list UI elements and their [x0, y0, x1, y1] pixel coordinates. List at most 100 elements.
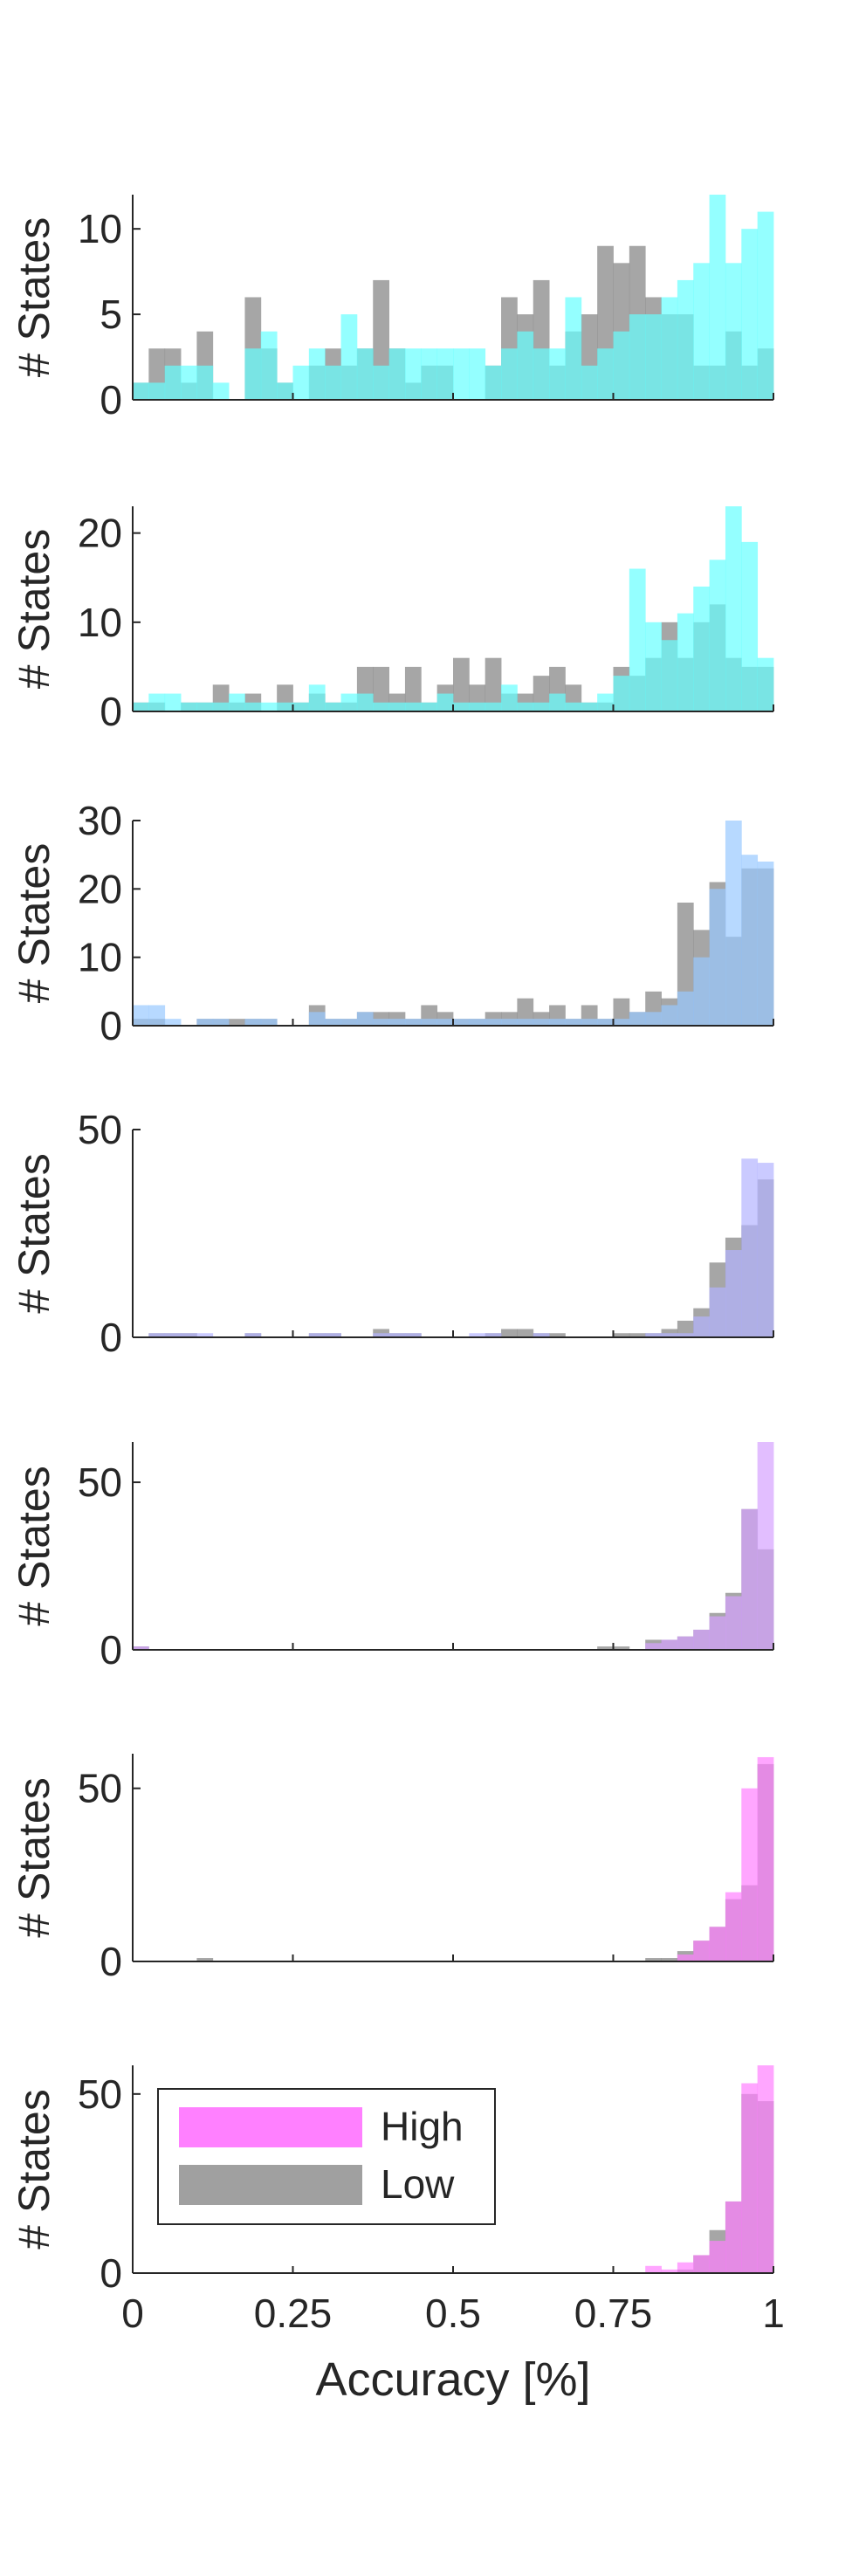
bar-high — [325, 1333, 341, 1337]
bar-high — [613, 1019, 630, 1026]
y-axis-label: # States — [10, 2089, 58, 2249]
bar-high — [148, 1333, 166, 1337]
bar-high — [308, 1333, 326, 1337]
bar-high — [677, 279, 694, 400]
bar-high — [549, 348, 566, 400]
bar-high — [757, 2065, 774, 2273]
bar-high — [436, 348, 454, 400]
bar-low — [453, 657, 470, 711]
bar-high — [421, 702, 438, 711]
bar-low — [661, 1958, 678, 1961]
panel-1: 0 5 10 # States — [10, 195, 774, 422]
bar-high — [133, 1646, 149, 1650]
bar-high — [757, 657, 774, 711]
bar-high — [260, 331, 278, 400]
bar-high — [484, 702, 502, 711]
bar-high — [388, 702, 406, 711]
legend-label: High — [381, 2104, 464, 2149]
bar-high — [645, 2265, 662, 2273]
bar-high — [404, 1019, 422, 1026]
bar-high — [693, 2255, 710, 2273]
bar-high — [741, 229, 759, 400]
bar-high — [469, 1333, 486, 1337]
bar-high — [404, 348, 422, 400]
bar-high — [597, 348, 614, 400]
bar-high — [709, 195, 726, 400]
bar-high — [196, 1019, 214, 1026]
bar-high — [565, 1019, 582, 1026]
bar-high — [453, 1019, 470, 1026]
bar-high — [244, 1019, 262, 1026]
bar-high — [356, 693, 374, 711]
y-axis-label: # States — [10, 843, 58, 1003]
y-tick-label: 20 — [78, 866, 122, 911]
y-tick-label: 30 — [78, 798, 122, 843]
bar-high — [484, 1333, 502, 1337]
bar-high — [308, 1012, 326, 1026]
bar-high — [340, 314, 358, 400]
bar-high — [725, 1596, 742, 1650]
y-tick-label: 50 — [78, 1107, 122, 1152]
bar-low — [629, 1333, 646, 1337]
panel-5: 0 50 # States — [10, 1442, 774, 1673]
bar-high — [164, 693, 182, 711]
bar-high — [404, 702, 422, 711]
bar-high — [484, 1019, 502, 1026]
y-tick-label: 50 — [78, 2071, 122, 2117]
bar-high — [325, 702, 341, 711]
bar-high — [645, 1012, 662, 1026]
y-tick-label: 10 — [78, 600, 122, 645]
bar-high — [661, 2269, 678, 2273]
bar-low — [501, 1329, 518, 1337]
bar-low — [229, 1019, 245, 1026]
bar-high — [613, 331, 630, 400]
bar-high — [757, 862, 774, 1026]
bar-high — [148, 693, 166, 711]
bar-high — [741, 1788, 759, 1961]
bar-high — [581, 1019, 598, 1026]
bar-high — [533, 702, 550, 711]
bar-high — [484, 365, 502, 400]
bar-high — [741, 1158, 759, 1337]
bar-high — [164, 1333, 182, 1337]
panel-6: 0 50 # States — [10, 1754, 774, 1984]
bar-high — [501, 684, 518, 711]
bar-high — [212, 382, 230, 400]
bar-low — [645, 1958, 662, 1961]
bar-high — [453, 348, 470, 400]
bar-low — [613, 998, 630, 1026]
bar-low — [373, 666, 389, 711]
y-tick-label: 0 — [100, 2250, 122, 2296]
bar-high — [613, 676, 630, 711]
bar-high — [356, 1012, 374, 1026]
bar-high — [277, 382, 293, 400]
bar-low — [517, 998, 534, 1026]
bar-low — [517, 1329, 534, 1337]
bar-high — [148, 1005, 166, 1026]
bar-high — [421, 348, 438, 400]
bar-high — [581, 702, 598, 711]
bar-low — [613, 1333, 630, 1337]
bar-low — [613, 1646, 630, 1650]
bar-high — [549, 693, 566, 711]
bar-high — [693, 957, 710, 1026]
bar-high — [549, 1019, 566, 1026]
bar-high — [629, 314, 646, 400]
bar-high — [196, 702, 214, 711]
bar-high — [741, 2083, 759, 2273]
bar-high — [373, 365, 389, 400]
bar-high — [677, 2262, 694, 2273]
x-tick-label: 0.25 — [254, 2291, 333, 2336]
bar-high — [661, 640, 678, 711]
panel-4: 0 50 # States — [10, 1107, 774, 1360]
bar-high — [709, 560, 726, 711]
bar-high — [661, 1639, 678, 1650]
bar-high — [388, 1333, 406, 1337]
bar-high — [741, 541, 759, 711]
bar-high — [469, 702, 486, 711]
bar-high — [133, 702, 149, 711]
panel-2: 0 10 20 # States — [10, 506, 774, 734]
bar-high — [725, 263, 742, 400]
bar-high — [757, 1756, 774, 1961]
